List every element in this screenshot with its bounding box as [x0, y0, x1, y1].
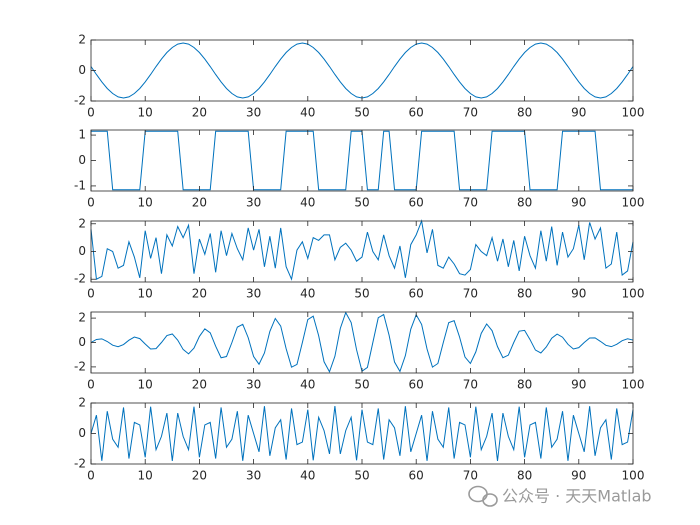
x-tick-label: 20: [192, 469, 207, 483]
y-tick-label: -2: [74, 94, 86, 108]
axes-box: [90, 129, 634, 192]
x-tick-label: 20: [192, 106, 207, 120]
y-tick-label: -2: [74, 359, 86, 373]
y-tick-label: -2: [74, 457, 86, 471]
data-line: [90, 405, 634, 462]
watermark: 公众号 · 天天Matlab: [502, 487, 652, 506]
x-tick-label: 30: [246, 378, 261, 392]
x-tick-label: 40: [300, 469, 315, 483]
x-tick-label: 50: [354, 106, 369, 120]
x-tick-label: 80: [517, 196, 532, 210]
x-tick-label: 10: [138, 469, 153, 483]
x-tick-label: 80: [517, 287, 532, 301]
y-tick-label: -1: [74, 178, 86, 192]
x-tick-label: 60: [409, 106, 424, 120]
x-tick-label: 90: [571, 196, 586, 210]
x-tick-label: 80: [517, 106, 532, 120]
x-tick-label: 0: [87, 378, 95, 392]
x-tick-label: 20: [192, 196, 207, 210]
x-tick-label: 40: [300, 287, 315, 301]
x-tick-label: 10: [138, 378, 153, 392]
y-tick-label: 0: [78, 335, 86, 349]
x-tick-label: 30: [246, 106, 261, 120]
x-tick-label: 100: [622, 106, 645, 120]
watermark-icon: [468, 485, 498, 507]
y-tick-label: 2: [78, 311, 86, 325]
x-tick-label: 50: [354, 196, 369, 210]
y-tick-label: 1: [78, 128, 86, 142]
x-tick-label: 70: [463, 196, 478, 210]
x-tick-label: 70: [463, 378, 478, 392]
y-tick-label: 0: [78, 244, 86, 258]
x-tick-label: 40: [300, 196, 315, 210]
x-tick-label: 20: [192, 287, 207, 301]
y-tick-label: 0: [78, 63, 86, 77]
x-tick-label: 30: [246, 287, 261, 301]
x-tick-label: 50: [354, 378, 369, 392]
x-tick-label: 30: [246, 196, 261, 210]
x-tick-label: 0: [87, 106, 95, 120]
x-tick-label: 0: [87, 469, 95, 483]
x-tick-label: 10: [138, 287, 153, 301]
x-tick-label: 60: [409, 469, 424, 483]
x-tick-label: 70: [463, 469, 478, 483]
x-tick-label: 40: [300, 106, 315, 120]
y-tick-label: 2: [78, 396, 86, 410]
data-line: [91, 130, 633, 191]
y-tick-label: -2: [74, 272, 86, 286]
x-tick-label: 90: [571, 287, 586, 301]
data-line: [90, 219, 634, 281]
x-tick-label: 0: [87, 196, 95, 210]
x-tick-label: 70: [463, 106, 478, 120]
x-tick-label: 0: [87, 287, 95, 301]
x-tick-label: 10: [138, 196, 153, 210]
x-tick-label: 30: [246, 469, 261, 483]
x-tick-label: 60: [409, 196, 424, 210]
x-tick-label: 40: [300, 378, 315, 392]
y-tick-label: 2: [78, 33, 86, 47]
x-tick-label: 90: [571, 378, 586, 392]
x-tick-label: 100: [622, 469, 645, 483]
x-tick-label: 100: [622, 378, 645, 392]
x-tick-label: 20: [192, 378, 207, 392]
axes-box: [90, 311, 634, 374]
y-tick-label: 2: [78, 216, 86, 230]
x-tick-label: 90: [571, 106, 586, 120]
x-tick-label: 60: [409, 287, 424, 301]
x-tick-label: 100: [622, 287, 645, 301]
x-tick-label: 60: [409, 378, 424, 392]
y-tick-label: 0: [78, 153, 86, 167]
data-line: [90, 42, 634, 99]
x-tick-label: 50: [354, 287, 369, 301]
x-tick-label: 100: [622, 196, 645, 210]
x-tick-label: 10: [138, 106, 153, 120]
x-tick-label: 80: [517, 469, 532, 483]
x-tick-label: 50: [354, 469, 369, 483]
data-line: [90, 311, 634, 374]
x-tick-label: 80: [517, 378, 532, 392]
axes-box: [90, 39, 634, 102]
x-tick-label: 90: [571, 469, 586, 483]
y-tick-label: 0: [78, 426, 86, 440]
x-tick-label: 70: [463, 287, 478, 301]
